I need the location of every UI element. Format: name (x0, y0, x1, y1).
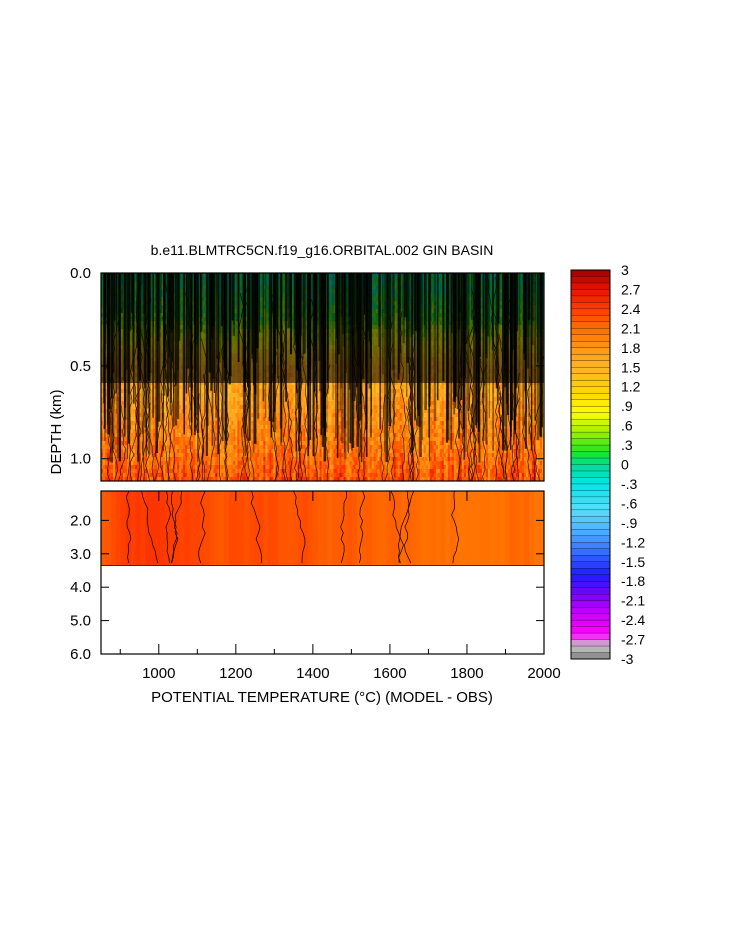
chart-title: b.e11.BLMTRC5CN.f19_g16.ORBITAL.002 GIN … (151, 242, 494, 258)
